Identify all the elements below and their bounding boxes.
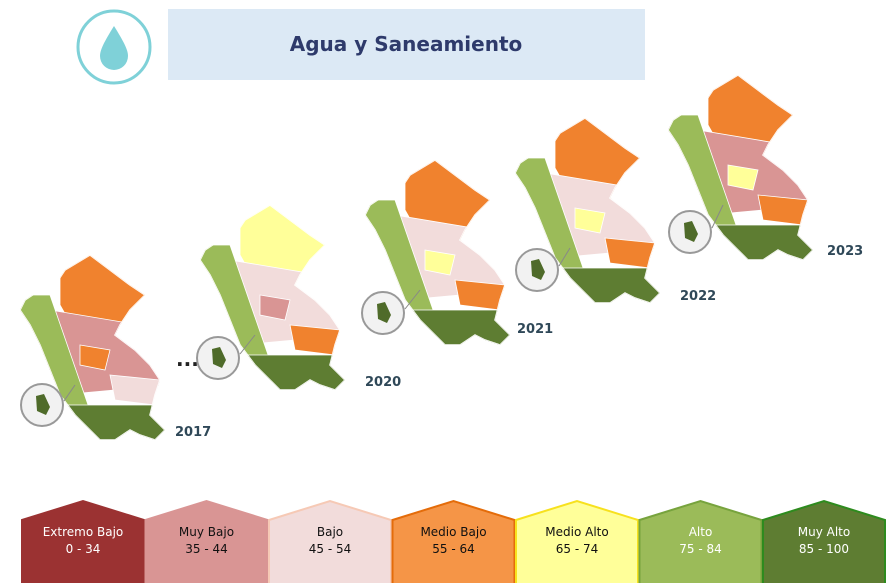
map-region <box>424 249 456 276</box>
legend-swatch <box>268 499 392 583</box>
legend-label: Bajo <box>317 525 343 539</box>
ellipsis: ... <box>176 347 199 371</box>
year-label: 2023 <box>827 244 863 259</box>
map-region <box>554 267 660 303</box>
map-outline <box>365 160 510 345</box>
map-region <box>289 324 341 356</box>
legend-swatch <box>21 499 145 583</box>
legend-label: Muy Bajo <box>179 525 234 539</box>
legend-range: 85 - 100 <box>799 542 849 556</box>
legend-swatch <box>762 499 886 583</box>
year-label: 2020 <box>365 375 401 390</box>
inset-shape <box>212 347 226 368</box>
water-drop-icon <box>100 26 128 70</box>
legend-range: 45 - 54 <box>309 542 352 556</box>
legend-swatch <box>144 499 269 583</box>
legend-range: 0 - 34 <box>66 542 101 556</box>
title: Agua y Saneamiento <box>290 32 523 56</box>
inset-shape <box>531 259 545 280</box>
map-region <box>727 164 759 191</box>
map-region <box>259 294 291 321</box>
inset-pointer <box>558 247 571 267</box>
legend-range: 65 - 74 <box>556 542 599 556</box>
inset-pointer <box>239 334 256 355</box>
legend-label: Muy Alto <box>798 525 850 539</box>
legend-label: Extremo Bajo <box>43 525 124 539</box>
legend-label: Alto <box>689 525 713 539</box>
inset-pointer <box>63 384 76 402</box>
legend-range: 55 - 64 <box>432 542 475 556</box>
map-region <box>109 374 161 406</box>
map-region <box>707 224 813 260</box>
legend-swatch <box>391 499 516 583</box>
inset-pointer <box>404 289 421 310</box>
year-label: 2022 <box>680 289 716 304</box>
legend-range: 35 - 44 <box>185 542 228 556</box>
inset-shape <box>377 302 391 323</box>
legend-swatch <box>638 499 763 583</box>
legend-label: Medio Alto <box>545 525 608 539</box>
inset-shape <box>36 394 50 415</box>
map-region <box>239 354 345 390</box>
title-box <box>168 9 645 80</box>
inset-shape <box>684 221 698 242</box>
map-region <box>59 404 165 440</box>
legend-label: Medio Bajo <box>420 525 486 539</box>
year-label: 2021 <box>517 322 553 337</box>
map-region <box>757 194 809 226</box>
map-region <box>454 279 506 311</box>
inset-pointer <box>711 204 724 229</box>
year-label: 2017 <box>175 425 211 440</box>
map-region <box>574 207 606 234</box>
map-region <box>604 237 656 269</box>
map-region <box>79 344 111 371</box>
legend-range: 75 - 84 <box>679 542 722 556</box>
legend-swatch <box>515 499 639 583</box>
map-region <box>404 309 510 345</box>
